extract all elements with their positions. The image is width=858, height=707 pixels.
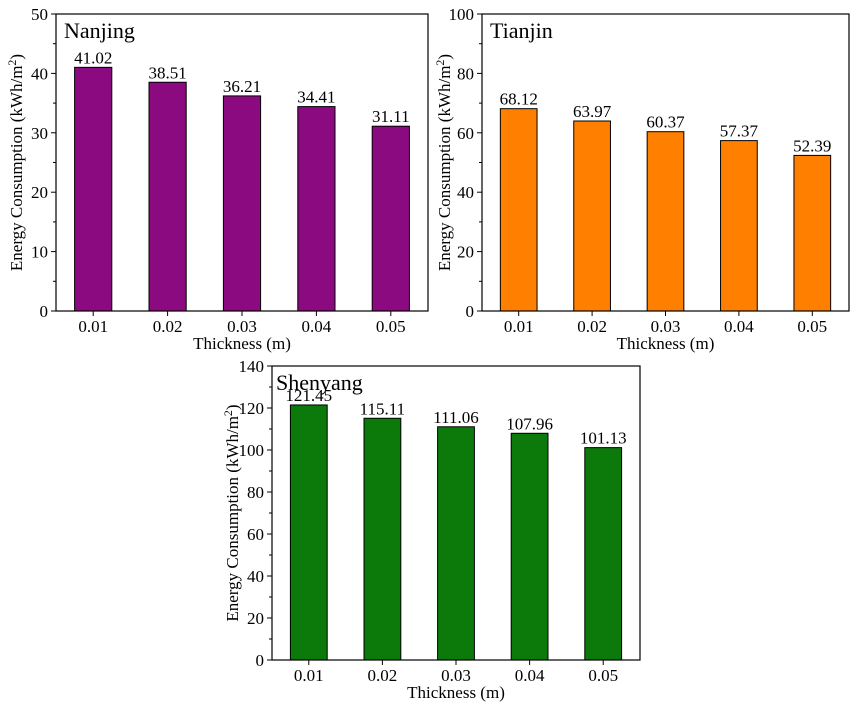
y-tick-label: 80 [457, 64, 474, 83]
x-tick-label: 0.04 [724, 317, 754, 336]
chart-panel-shenyang: 121.45 0.01 115.11 0.02 111.06 0.03 107.96 0.04… [221, 357, 641, 702]
x-tick-label: 0.01 [78, 317, 108, 336]
y-tick-label: 100 [449, 5, 475, 24]
bar [437, 426, 475, 661]
data-label: 115.11 [360, 399, 406, 418]
bar [289, 404, 328, 661]
x-tick-label: 0.02 [577, 317, 607, 336]
bar [363, 417, 402, 661]
bar [646, 131, 685, 312]
y-tick-label: 100 [239, 441, 265, 460]
x-tick-label: 0.03 [651, 317, 681, 336]
data-label: 36.21 [223, 77, 261, 96]
bar [74, 66, 113, 312]
bar [222, 95, 262, 312]
bar [499, 108, 538, 312]
bar [148, 81, 187, 312]
data-label: 34.41 [297, 88, 335, 107]
x-tick-label: 0.04 [302, 317, 332, 336]
bar [584, 447, 623, 661]
y-tick-label: 80 [247, 483, 264, 502]
data-label: 101.13 [580, 429, 627, 448]
y-tick-label: 120 [239, 399, 265, 418]
bar [297, 106, 336, 312]
panel-title: Tianjin [490, 18, 553, 43]
x-tick-label: 0.05 [588, 666, 618, 685]
y-tick-label: 40 [31, 64, 48, 83]
bar [720, 140, 758, 312]
x-axis-label: Thickness (m) [617, 334, 715, 353]
y-tick-label: 40 [457, 183, 474, 202]
data-label: 52.39 [793, 136, 831, 155]
x-tick-label: 0.01 [504, 317, 534, 336]
x-tick-label: 0.05 [797, 317, 827, 336]
data-label: 60.37 [646, 113, 685, 132]
x-tick-label: 0.03 [441, 666, 471, 685]
x-axis-label: Thickness (m) [407, 683, 505, 702]
x-tick-label: 0.01 [294, 666, 324, 685]
data-label: 121.45 [285, 386, 332, 405]
y-tick-label: 20 [457, 243, 474, 262]
x-tick-label: 0.05 [376, 317, 406, 336]
y-axis-label: Energy Consumption (kWh/m2) [221, 404, 242, 621]
bar [573, 120, 611, 312]
data-label: 111.06 [433, 408, 479, 427]
y-tick-label: 40 [247, 567, 264, 586]
data-label: 107.96 [506, 414, 553, 433]
x-axis-label: Thickness (m) [193, 334, 291, 353]
bar [371, 125, 410, 312]
data-label: 38.51 [148, 63, 186, 82]
bar [793, 154, 832, 312]
y-axis-label: Energy Consumption (kWh/m2) [5, 54, 26, 271]
y-tick-label: 50 [31, 5, 48, 24]
y-tick-label: 20 [247, 609, 264, 628]
x-tick-label: 0.02 [368, 666, 398, 685]
plot-frame [55, 13, 429, 312]
y-tick-label: 0 [466, 302, 475, 321]
y-tick-label: 0 [256, 651, 265, 670]
plot-frame [271, 365, 641, 661]
y-axis-label: Energy Consumption (kWh/m2) [433, 54, 454, 271]
data-label: 63.97 [573, 102, 612, 121]
x-tick-label: 0.03 [227, 317, 257, 336]
bar [510, 432, 549, 661]
y-tick-label: 30 [31, 124, 48, 143]
y-tick-label: 20 [31, 183, 48, 202]
plot-frame [481, 13, 850, 312]
chart-panel-tianjin: 68.12 0.01 63.97 0.02 60.37 0.03 57.37 0.04 52.3… [433, 5, 850, 353]
data-label: 68.12 [500, 90, 538, 109]
data-label: 31.11 [372, 107, 410, 126]
y-tick-label: 140 [239, 357, 265, 376]
y-tick-label: 60 [247, 525, 264, 544]
data-label: 41.02 [74, 48, 112, 67]
panel-title: Nanjing [64, 18, 135, 43]
x-tick-label: 0.04 [515, 666, 545, 685]
chart-panel-nanjing: 41.02 0.01 38.51 0.02 36.21 0.03 34.41 0.04 31.1… [5, 5, 429, 353]
y-tick-label: 0 [40, 302, 49, 321]
y-tick-label: 60 [457, 124, 474, 143]
panel-title: Shenyang [276, 370, 363, 395]
x-tick-label: 0.02 [153, 317, 183, 336]
data-label: 57.37 [720, 122, 759, 141]
y-tick-label: 10 [31, 243, 48, 262]
